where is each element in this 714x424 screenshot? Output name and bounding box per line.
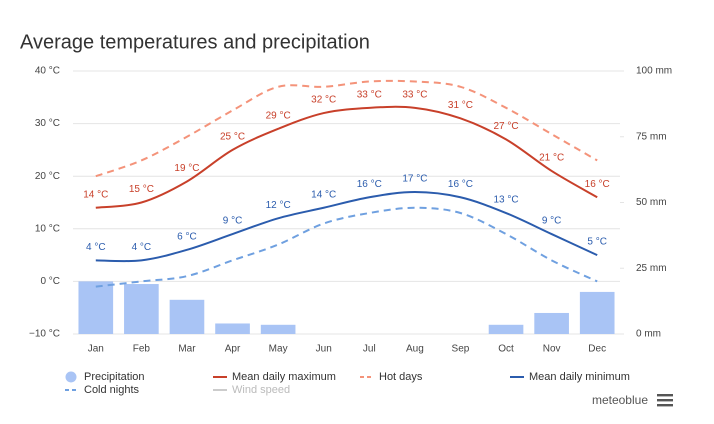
x-tick-label: Mar: [178, 344, 196, 355]
data-label: 13 °C: [493, 195, 518, 206]
data-label: 5 °C: [587, 237, 607, 248]
y-tick-label: 10 °C: [35, 223, 60, 234]
x-tick-label: Jul: [363, 344, 376, 355]
y2-tick-label: 50 mm: [636, 197, 667, 208]
data-label: 9 °C: [223, 216, 243, 227]
legend-swatch: [65, 371, 77, 383]
y2-tick-label: 100 mm: [636, 66, 672, 77]
y-tick-label: 40 °C: [35, 66, 60, 77]
legend-label: Wind speed: [232, 384, 290, 396]
data-label: 9 °C: [542, 216, 562, 227]
menu-bar: [657, 404, 673, 407]
y2-tick-label: 25 mm: [636, 263, 667, 274]
data-label: 14 °C: [311, 189, 336, 200]
x-tick-label: Jun: [316, 344, 332, 355]
data-label: 17 °C: [402, 174, 427, 185]
x-tick-label: Oct: [498, 344, 514, 355]
y2-tick-label: 75 mm: [636, 131, 667, 142]
data-label: 12 °C: [266, 200, 291, 211]
legend-label: Hot days: [379, 371, 423, 383]
line: [95, 190, 598, 263]
data-label: 6 °C: [177, 231, 197, 242]
data-label: 4 °C: [86, 242, 106, 253]
bar: [169, 299, 205, 334]
bar: [534, 312, 569, 334]
y-tick-label: 20 °C: [35, 171, 60, 182]
line: [95, 206, 598, 288]
data-label: 14 °C: [83, 189, 108, 200]
data-label: 25 °C: [220, 132, 245, 143]
y-tick-label: 30 °C: [35, 118, 60, 129]
x-tick-label: Aug: [406, 344, 424, 355]
data-label: 15 °C: [129, 184, 154, 195]
legend-label: Cold nights: [84, 384, 140, 396]
y-tick-label: 0 °C: [40, 276, 60, 287]
data-label: 4 °C: [132, 242, 152, 253]
data-label: 16 °C: [448, 179, 473, 190]
bar: [579, 291, 615, 334]
legend-label: Mean daily minimum: [529, 371, 630, 383]
x-tick-label: Feb: [133, 344, 151, 355]
x-tick-label: Jan: [88, 344, 104, 355]
legend-label: Precipitation: [84, 371, 145, 383]
data-label: 33 °C: [357, 89, 382, 100]
brand: meteoblue: [592, 393, 648, 407]
line: [95, 79, 598, 178]
x-tick-label: May: [269, 344, 288, 355]
bar: [260, 324, 296, 334]
menu-icon[interactable]: [657, 394, 673, 407]
menu-bar: [657, 399, 673, 402]
bar: [215, 323, 250, 334]
bar: [488, 324, 524, 334]
legend-label: Mean daily maximum: [232, 371, 336, 383]
data-label: 16 °C: [357, 179, 382, 190]
menu-bar: [657, 394, 673, 397]
data-label: 33 °C: [402, 89, 427, 100]
data-label: 31 °C: [448, 100, 473, 111]
x-tick-label: Sep: [452, 344, 470, 355]
x-tick-label: Apr: [225, 344, 241, 355]
chart-title: Average temperatures and precipitation: [20, 31, 370, 53]
data-label: 16 °C: [585, 179, 610, 190]
data-label: 27 °C: [493, 121, 518, 132]
data-label: 19 °C: [174, 163, 199, 174]
data-label: 29 °C: [266, 111, 291, 122]
data-label: 21 °C: [539, 153, 564, 164]
bar: [124, 284, 159, 334]
y2-tick-label: 0 mm: [636, 329, 661, 340]
line: [95, 105, 598, 209]
bar: [78, 281, 114, 334]
x-tick-label: Dec: [588, 344, 606, 355]
y-tick-label: −10 °C: [29, 329, 60, 340]
x-tick-label: Nov: [543, 344, 561, 355]
data-label: 32 °C: [311, 95, 336, 106]
